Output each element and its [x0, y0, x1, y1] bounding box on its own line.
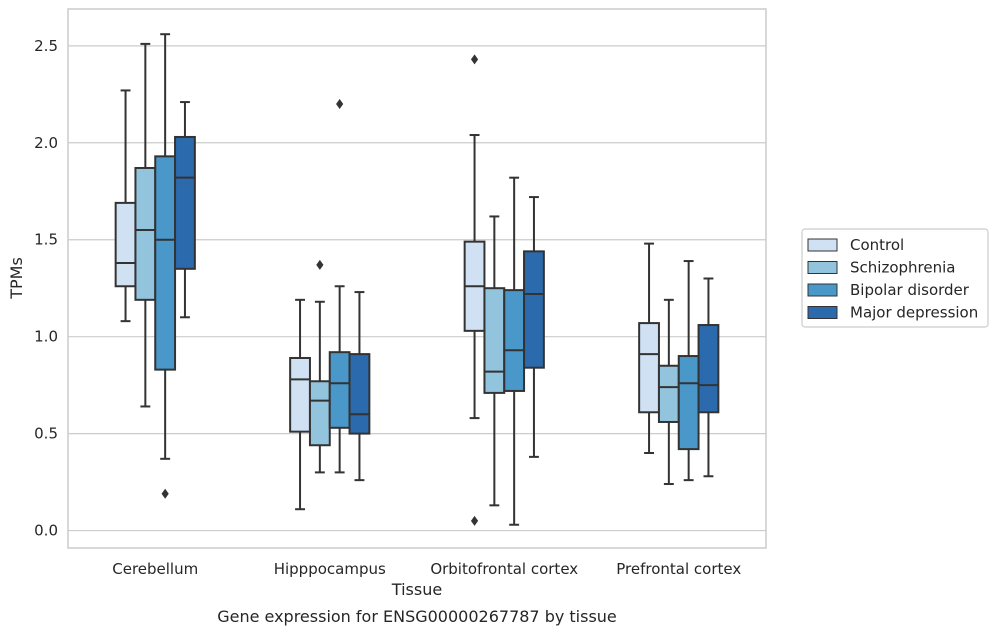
box-bipolar-disorder [328, 99, 351, 474]
box-iqr [289, 356, 311, 433]
x-axis-ticks: Cerebellum Hipppocampus Orbitofrontal cort… [112, 560, 741, 578]
x-axis-label: Tissue [391, 580, 442, 599]
legend-swatch [807, 306, 838, 319]
y-tick-label: 2.0 [34, 134, 58, 152]
legend-swatch [807, 238, 838, 252]
box-control [463, 54, 486, 526]
outlier-point [470, 54, 479, 65]
box-bipolar-disorder [677, 260, 700, 482]
legend-frame [801, 228, 989, 328]
box-iqr [638, 322, 660, 414]
x-tick-label: Orbitofrontal cortex [430, 560, 578, 578]
box-major-depression [174, 101, 196, 319]
box-iqr [697, 324, 720, 414]
box-iqr [134, 166, 157, 301]
box-iqr [523, 250, 545, 369]
y-tick-label: 0.0 [34, 522, 58, 540]
outlier-point [470, 515, 479, 526]
y-tick-label: 2.5 [34, 37, 58, 55]
legend-label: Major depression [850, 304, 978, 322]
box-iqr [677, 355, 700, 451]
x-tick-label: Hipppocampus [274, 560, 386, 578]
y-axis-ticks: 0.0 0.5 1.0 1.5 2.0 2.5 [34, 37, 58, 540]
box-iqr [348, 353, 371, 435]
box-control [114, 89, 137, 323]
outlier-point [336, 99, 344, 110]
plot-frame [67, 8, 767, 549]
box-control [289, 298, 311, 511]
box-schizophrenia [308, 259, 331, 474]
legend-label: Bipolar disorder [850, 281, 970, 299]
box-iqr [503, 289, 526, 392]
outlier-point [161, 488, 169, 499]
box-major-depression [348, 291, 371, 482]
legend: Control Schizophrenia Bipolar disorder Majo… [801, 228, 989, 328]
box-bipolar-disorder [503, 176, 526, 526]
box-control [638, 242, 660, 454]
box-major-depression [697, 277, 720, 478]
y-tick-label: 0.5 [34, 425, 58, 443]
box-schizophrenia [134, 42, 157, 408]
y-tick-label: 1.0 [34, 328, 58, 346]
chart-caption: Gene expression for ENSG00000267787 by t… [217, 607, 617, 626]
legend-label: Control [850, 236, 904, 254]
y-axis-label: TPMs [7, 257, 26, 300]
outlier-point [316, 259, 324, 270]
box-iqr [657, 364, 680, 423]
legend-swatch [807, 261, 838, 274]
x-tick-label: Cerebellum [112, 560, 198, 578]
box-iqr [308, 380, 331, 447]
box-iqr [328, 351, 351, 429]
x-tick-label: Prefrontal cortex [616, 560, 741, 578]
legend-swatch [807, 283, 838, 297]
y-tick-label: 1.5 [34, 231, 58, 249]
box-iqr [174, 135, 196, 270]
box-iqr [114, 201, 137, 288]
box-iqr [483, 287, 506, 394]
box-major-depression [523, 196, 545, 458]
box-bipolar-disorder [154, 33, 177, 499]
legend-label: Schizophrenia [850, 259, 955, 277]
box-schizophrenia [657, 298, 680, 486]
box-iqr [154, 155, 177, 371]
plot-area [67, 8, 767, 549]
box-schizophrenia [483, 215, 506, 507]
